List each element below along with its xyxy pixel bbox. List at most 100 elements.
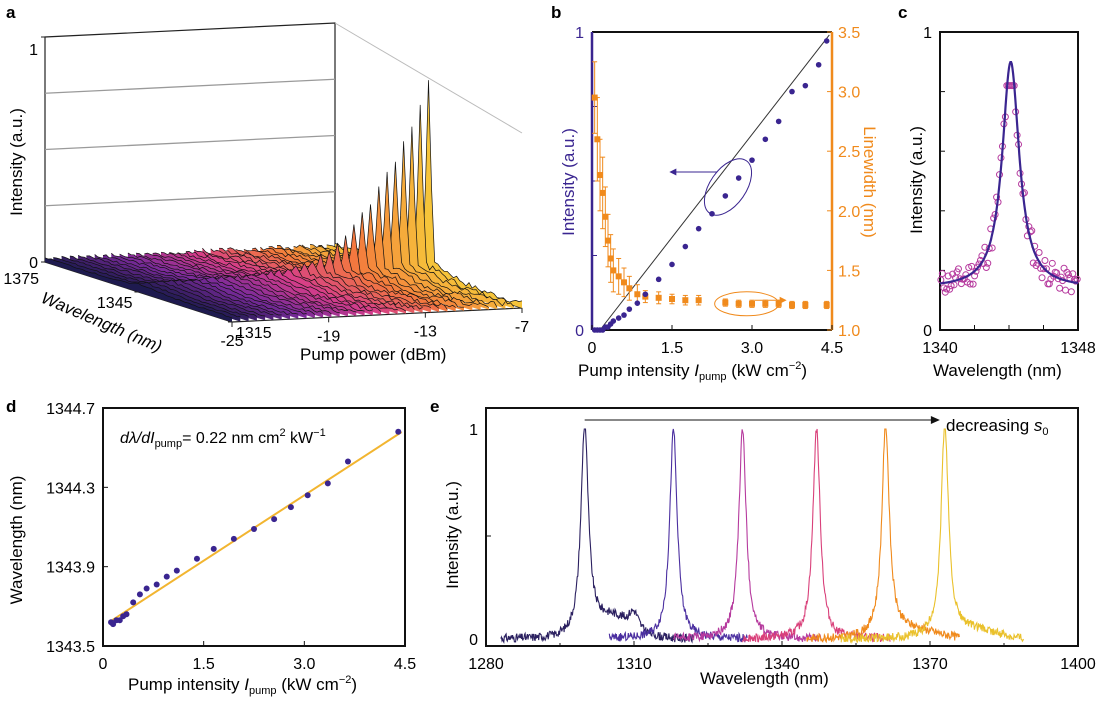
panel-a-spectrum-line [44, 257, 233, 319]
panel-a-ytick-label: 1 [29, 42, 38, 59]
panel-a-xtick-label: -19 [317, 328, 340, 345]
panel-d-data-point [287, 504, 294, 511]
panel-e-frame [485, 407, 1079, 647]
panel-d-annotation-sub: pump [155, 438, 183, 450]
panel-d-data-point [210, 545, 217, 552]
panel-a-spectrum-line [127, 252, 316, 315]
panel-a-xtick-label: -13 [414, 324, 437, 341]
panel-a-spectrum-line [293, 171, 481, 305]
panel-a-spectrum-line [111, 252, 299, 315]
panel-b-intensity-point [695, 225, 702, 232]
panel-c-data-point [1038, 274, 1046, 282]
panel-b-intensity-point [802, 82, 809, 89]
panel-b-intensity-point [789, 88, 795, 95]
panel-a-spectrum-line [185, 251, 374, 312]
panel-b-ytick-left-label: 1 [575, 25, 584, 42]
panel-e-ylabel: Intensity (a.u.) [443, 481, 462, 589]
panel-a-spectrum-line [86, 255, 274, 316]
panel-a-spectrum-line [268, 212, 456, 308]
panel-d-xlabel-unit: (kW cm [277, 675, 339, 694]
panel-b-intensity-point [775, 118, 782, 125]
panel-a-power-axis [231, 307, 523, 323]
panel-b-xtick-label: 1.5 [661, 340, 683, 357]
panel-c-data-point [944, 272, 952, 280]
panel-d-annotation-exp2: −1 [313, 427, 326, 439]
panel-a-spectrum-fill [310, 141, 498, 310]
panel-b-xlabel-unit: (kW cm [727, 361, 789, 380]
panel-e-plot: 1280 1310 1340 1370 1400 1 0 [468, 407, 1096, 673]
panel-b-linewidth-point [605, 237, 611, 244]
panel-e-spectrum [840, 428, 1025, 645]
panel-c-xtick-label: 1340 [922, 340, 958, 357]
panel-d-ytick-label: 1344.7 [46, 401, 95, 418]
panel-b-linewidth-point [695, 297, 702, 304]
panel-b-intensity-point [682, 243, 689, 250]
panel-c-data-point [1035, 249, 1043, 257]
panel-d-data-point [130, 599, 137, 606]
panel-d-annotation: dλ/dIpump= 0.22 nm cm2 kW−1 [120, 427, 326, 450]
panel-c-data-point [993, 193, 1001, 201]
panel-b-xlabel-main: Pump intensity [578, 361, 694, 380]
panel-b-xlabel-sub: pump [699, 371, 727, 383]
panel-d-annotation-main: dλ/dI [120, 430, 155, 447]
panel-a-spectrum-line [285, 186, 473, 306]
panel-a-spectrum-line [318, 126, 506, 307]
panel-c-data-point [938, 270, 946, 278]
panel-b-linewidth-point [762, 300, 769, 307]
panel-d-data-point [163, 573, 170, 580]
panel-d-xlabel-exp: −2 [339, 674, 352, 686]
panel-d-data-point [251, 525, 257, 532]
panel-c-data-point [974, 263, 982, 271]
panel-c-ylabel: Intensity (a.u.) [907, 126, 926, 234]
panel-a-back-gridline [44, 78, 336, 94]
panel-d-ytick-label: 1343.5 [46, 639, 95, 656]
panel-e-xtick-label: 1280 [468, 656, 504, 673]
panel-b-chart: 0 1.5 3.0 4.5 0 1 1.0 1.5 2.0 2.5 3.0 3.5 Intensity… [559, 25, 879, 383]
panel-d-xtick-label: 3.0 [293, 656, 315, 673]
panel-a-xtick-label: -7 [515, 319, 529, 336]
panel-e-spectrum [673, 429, 822, 643]
panel-b-intensity-point [749, 157, 755, 163]
panel-a-xlabel: Pump power (dBm) [300, 345, 446, 364]
panel-a-spectrum-line [252, 235, 440, 309]
panel-c-data-point [966, 280, 974, 288]
panel-d-data-point [271, 516, 278, 523]
panel-c-fit-curve [939, 61, 1079, 285]
panel-a-spectra [44, 80, 523, 322]
panel-d-data-point [136, 591, 143, 598]
panel-b-intensity-point [615, 315, 622, 321]
panel-d-chart: 0 1.5 3.0 4.5 1343.5 1343.9 1344.3 1344.7 Wavel… [7, 401, 416, 697]
panel-a-spectrum-line [260, 224, 448, 310]
panel-e-annotation-main: decreasing [946, 416, 1034, 435]
panel-d-data-point [395, 428, 402, 435]
panel-d-letter: d [6, 397, 16, 416]
panel-a-spectrum-fill [260, 224, 448, 312]
panel-a-spectrum-line [77, 254, 266, 317]
panel-a-spectrum-line [169, 251, 357, 313]
panel-a-spectrum-line [69, 255, 258, 317]
panel-b-linewidth-point [602, 213, 609, 220]
panel-c-ytick-label: 0 [923, 323, 932, 340]
panel-b-linewidth-point [621, 279, 627, 286]
panel-b-linewidth-point [722, 299, 729, 306]
panel-a-ztick-label: 1345 [97, 295, 133, 312]
panel-b-ytick-right-label: 1.5 [838, 263, 860, 280]
panel-c-plot: 1340 1348 0 1 [922, 25, 1096, 357]
panel-e-spectrum [741, 428, 891, 643]
panel-c-letter: c [898, 3, 907, 22]
panel-a-spectrum-line [144, 252, 332, 315]
panel-a-spectrum-line [276, 204, 465, 308]
panel-e-annotation: decreasing s0 [946, 416, 1049, 438]
panel-d-data-point [304, 492, 311, 499]
panel-d-ytick-label: 1343.9 [46, 560, 95, 577]
panel-d-annotation-exp1: 2 [279, 427, 285, 439]
panel-b-xtick-label: 0 [588, 340, 597, 357]
panel-b-letter: b [551, 3, 561, 22]
panel-e-letter: e [430, 397, 439, 416]
panel-b-linewidth-point [749, 300, 755, 307]
panel-b-xlabel-exp: −2 [789, 360, 802, 372]
panel-b-intensity-point [626, 306, 633, 312]
panel-c-data-point [982, 263, 990, 271]
panel-a-spectrum-line [202, 247, 390, 309]
